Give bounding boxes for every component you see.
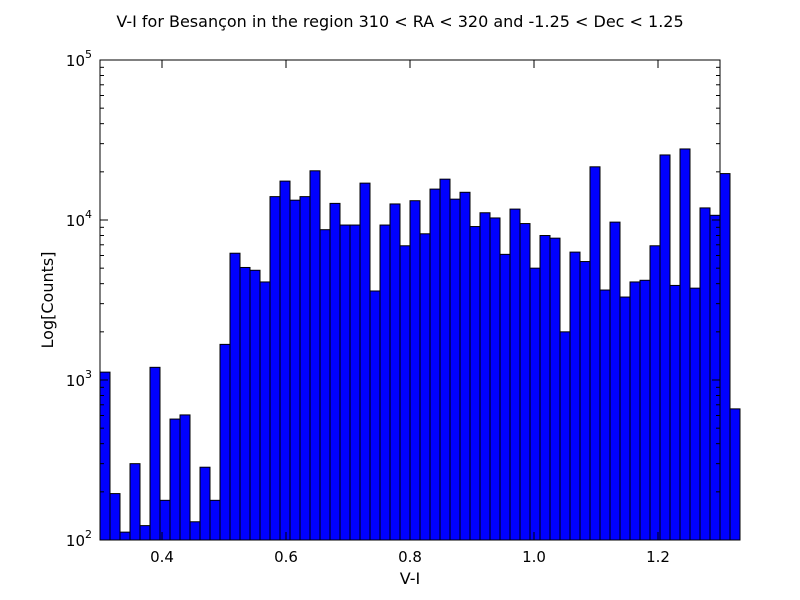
x-tick-labels: 0.4 0.6 0.8 1.0 1.2 [150,548,670,566]
histogram-bar [729,408,741,541]
histogram-bar [369,290,381,541]
histogram-bar [599,289,611,541]
histogram-bar [349,224,361,541]
bars-group [99,148,741,541]
histogram-bar [99,371,111,541]
histogram-bar [709,214,721,541]
histogram-bar [199,466,211,541]
plot-frame [99,59,721,541]
histogram-bar [469,226,481,541]
x-tick-label: 0.8 [398,548,422,566]
y-tick-label: 105 [66,48,92,70]
histogram-bar [429,188,441,541]
histogram-bar [249,269,261,541]
x-tick-label: 0.6 [274,548,298,566]
histogram-bar [419,233,431,541]
chart-title: V-I for Besançon in the region 310 < RA … [116,12,683,31]
x-tick-label: 1.2 [646,548,670,566]
histogram-bar [299,196,311,541]
y-tick-label: 103 [66,368,92,390]
histogram-bar [329,202,341,541]
histogram-bar [319,229,331,541]
histogram-bar [649,245,661,541]
histogram-bar [379,224,391,541]
histogram-bar [619,296,631,541]
y-tick-labels: 102 103 104 105 [66,48,92,550]
histogram-bar [189,521,201,541]
y-axis-label: Log[Counts] [38,252,57,349]
histogram-bar [229,252,241,541]
histogram-bar [169,418,181,541]
histogram-bar [119,531,131,541]
histogram-bar [479,212,491,541]
y-tick-label: 102 [66,528,92,550]
histogram-bar [509,208,521,541]
histogram-bar [149,366,161,541]
histogram-bar [669,284,681,541]
histogram-bar [389,203,401,541]
histogram-bar [689,287,701,541]
histogram-bar [459,191,471,541]
histogram-bar [259,281,271,541]
histogram-bar [179,414,191,541]
histogram-bar [609,221,621,541]
histogram-bar [399,245,411,541]
histogram-bar [219,343,231,541]
histogram-bar [279,180,291,541]
histogram-bar [309,170,321,541]
x-tick-label: 0.4 [150,548,174,566]
histogram-bar [659,154,671,541]
histogram-bar [589,166,601,541]
histogram-bar [629,281,641,541]
histogram-bar [539,235,551,541]
histogram-bar [139,525,151,541]
histogram-bar [239,266,251,541]
histogram-bar [359,182,371,541]
histogram-bar [549,237,561,541]
histogram-bar [569,251,581,541]
x-axis-label: V-I [400,569,421,588]
histogram-bar [529,267,541,541]
histogram-bar [439,178,451,541]
histogram-bar [209,499,221,541]
x-tick-label: 1.0 [522,548,546,566]
histogram-bar [579,261,591,541]
histogram-bar [679,148,691,541]
histogram-bar [499,253,511,541]
histogram-bar [559,331,571,541]
histogram-bar [489,217,501,541]
histogram-bar [289,199,301,541]
histogram-bar [409,200,421,541]
histogram-bar [699,207,711,541]
y-tick-label: 104 [66,208,92,230]
histogram-bar [269,196,281,541]
histogram-bar [339,224,351,541]
histogram-bar [449,198,461,541]
histogram-bar [129,463,141,541]
histogram-bar [639,279,651,541]
histogram-bar [519,223,531,541]
histogram-bar [109,493,121,541]
histogram-bar [719,173,731,541]
